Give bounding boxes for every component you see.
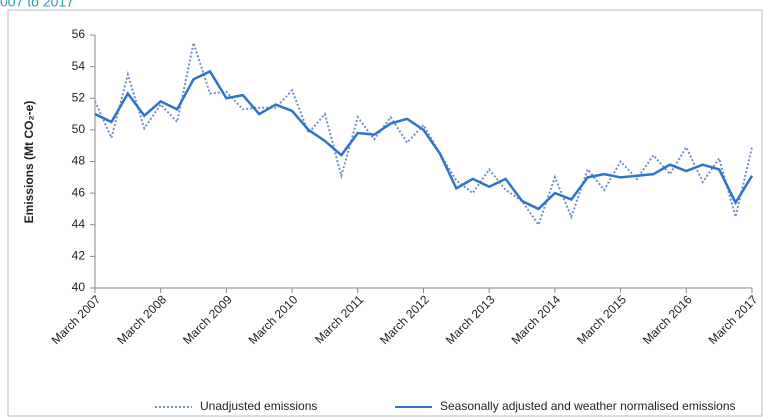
y-tick-label: 44 [72,217,86,231]
y-tick-label: 42 [72,249,86,263]
y-tick-label: 50 [72,122,86,136]
line [94,39,753,227]
x-tick-label: March 2011 [312,292,366,346]
x-tick-label: March 2016 [640,292,695,347]
x-tick-label: March 2017 [706,292,761,347]
y-tick-label: 52 [72,90,86,104]
y-tick-label: 48 [72,154,86,168]
line [94,69,754,211]
x-tick-label: March 2014 [509,292,564,347]
x-tick-label: March 2015 [574,292,629,347]
chart-title: 007 to 2017 [0,0,74,10]
x-tick-label: March 2010 [246,292,301,347]
y-tick-label: 56 [72,27,86,41]
y-tick-label: 54 [72,59,86,73]
legend-label: Seasonally adjusted and weather normalis… [440,399,736,413]
x-tick-label: March 2009 [180,292,235,347]
x-tick-label: March 2013 [443,292,498,347]
legend-label: Unadjusted emissions [200,399,317,413]
x-tick-label: March 2008 [114,292,169,347]
x-tick-label: March 2007 [49,292,104,347]
y-tick-label: 46 [72,185,86,199]
y-axis-label: Emissions (Mt CO₂-e) [22,101,36,224]
y-tick-label: 40 [72,280,86,294]
chart-frame [7,9,763,417]
x-tick-label: March 2012 [377,292,432,347]
